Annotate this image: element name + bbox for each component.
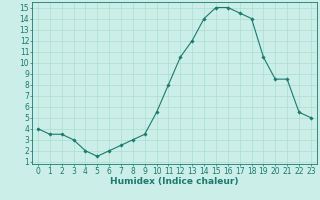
X-axis label: Humidex (Indice chaleur): Humidex (Indice chaleur) (110, 177, 239, 186)
